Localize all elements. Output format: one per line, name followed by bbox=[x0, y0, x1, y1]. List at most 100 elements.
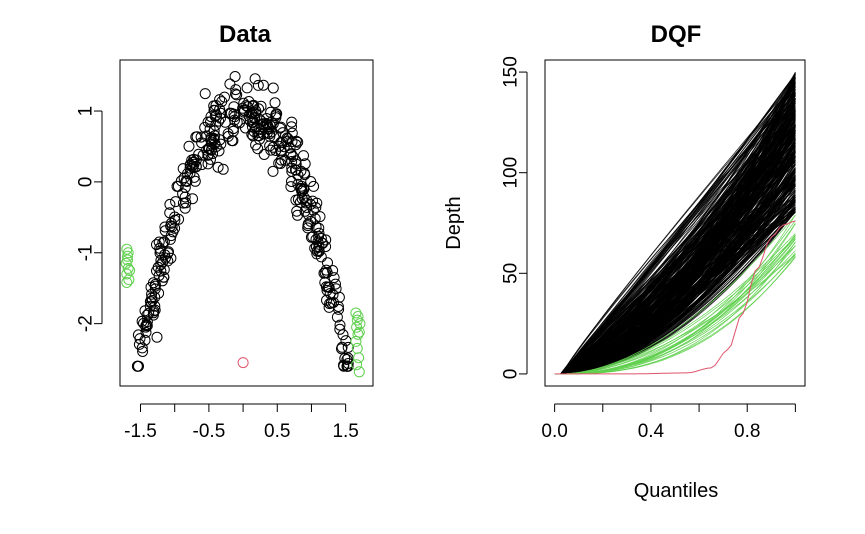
data-point bbox=[219, 116, 231, 128]
data-point bbox=[190, 160, 202, 172]
data-point bbox=[320, 264, 332, 276]
data-point bbox=[238, 106, 250, 118]
dqf-tail-line bbox=[554, 250, 796, 375]
data-point bbox=[164, 207, 176, 219]
data-point bbox=[243, 96, 255, 107]
dqf-outlier-line bbox=[554, 220, 796, 375]
data-point bbox=[327, 265, 339, 276]
data-point bbox=[275, 121, 287, 133]
data-point bbox=[183, 140, 195, 152]
data-point bbox=[177, 163, 189, 175]
data-point bbox=[302, 222, 314, 234]
data-point bbox=[209, 110, 221, 122]
dqf-line bbox=[554, 80, 796, 375]
data-tail-point bbox=[122, 262, 134, 274]
data-point bbox=[244, 115, 256, 127]
data-point bbox=[301, 202, 313, 213]
data-point bbox=[188, 158, 200, 170]
data-point bbox=[334, 323, 346, 335]
data-point bbox=[179, 191, 191, 203]
data-point bbox=[171, 180, 183, 192]
data-point bbox=[170, 196, 182, 208]
data-point bbox=[286, 165, 298, 177]
dqf-line bbox=[554, 150, 796, 375]
data-point bbox=[187, 156, 199, 168]
data-point bbox=[189, 175, 201, 187]
data-x-tick-label: 1.5 bbox=[332, 421, 358, 442]
dqf-line bbox=[554, 124, 796, 375]
data-y-axis: -2 -1 0 1 bbox=[76, 106, 103, 332]
dqf-line bbox=[554, 184, 796, 375]
dqf-tail-line bbox=[554, 241, 796, 375]
dqf-line bbox=[554, 208, 796, 375]
data-point bbox=[157, 237, 169, 249]
dqf-line bbox=[554, 112, 796, 375]
data-point bbox=[249, 73, 261, 85]
data-point bbox=[290, 194, 302, 206]
data-point bbox=[156, 275, 168, 287]
data-point bbox=[311, 245, 323, 257]
data-point bbox=[165, 230, 177, 242]
data-point bbox=[280, 136, 292, 148]
data-point bbox=[292, 178, 304, 190]
data-point bbox=[149, 291, 161, 303]
data-y-tick-label: -2 bbox=[76, 315, 97, 332]
dqf-line bbox=[554, 190, 796, 375]
data-point bbox=[165, 217, 177, 229]
data-point bbox=[212, 161, 224, 173]
data-point bbox=[290, 164, 302, 176]
data-tail-point bbox=[351, 314, 363, 326]
data-point bbox=[197, 149, 209, 161]
data-point bbox=[219, 91, 230, 103]
data-x-axis: -1.5 -0.5 0.5 1.5 bbox=[124, 403, 359, 442]
data-point bbox=[292, 136, 304, 148]
data-point bbox=[253, 123, 265, 135]
data-point bbox=[139, 334, 151, 346]
data-point bbox=[217, 163, 229, 175]
dqf-tail-line bbox=[554, 237, 796, 375]
data-point bbox=[255, 100, 267, 112]
data-tail-point bbox=[123, 274, 135, 286]
data-point bbox=[162, 255, 174, 267]
dqf-y-tick-label: 100 bbox=[501, 157, 522, 189]
data-point bbox=[179, 202, 191, 214]
data-tail-point bbox=[352, 328, 364, 340]
data-point bbox=[246, 121, 258, 133]
data-point bbox=[247, 114, 259, 126]
dqf-y-tick-label: 150 bbox=[501, 56, 522, 88]
data-point bbox=[281, 132, 293, 144]
dqf-y-axis: 0 50 100 150 bbox=[501, 56, 528, 379]
data-tail-point bbox=[352, 311, 364, 322]
data-point bbox=[310, 202, 322, 213]
data-point bbox=[199, 88, 211, 100]
data-point bbox=[264, 130, 276, 142]
data-tail-point bbox=[353, 326, 365, 338]
data-point bbox=[177, 188, 189, 200]
dqf-lines bbox=[554, 71, 796, 375]
data-point bbox=[151, 331, 163, 343]
data-point bbox=[133, 338, 145, 350]
dqf-tail-line bbox=[554, 236, 796, 375]
data-point bbox=[267, 82, 279, 94]
data-point bbox=[252, 143, 264, 155]
data-point bbox=[187, 193, 198, 205]
data-tail-point bbox=[350, 307, 362, 319]
data-point bbox=[258, 149, 270, 160]
data-point bbox=[252, 79, 264, 91]
data-point bbox=[267, 165, 279, 177]
data-point bbox=[265, 116, 277, 128]
dqf-line bbox=[554, 92, 796, 375]
dqf-x-tick-label: 0.4 bbox=[638, 421, 665, 442]
data-point bbox=[312, 236, 324, 248]
data-point bbox=[162, 247, 174, 259]
dqf-x-axis: 0.0 0.4 0.8 bbox=[541, 403, 796, 442]
data-point bbox=[231, 89, 243, 101]
data-point bbox=[138, 317, 149, 329]
dqf-line bbox=[554, 88, 796, 375]
dqf-line bbox=[554, 162, 796, 375]
data-outlier-point bbox=[237, 357, 249, 369]
data-tail-point bbox=[350, 335, 362, 347]
data-point bbox=[175, 175, 187, 187]
data-point bbox=[275, 154, 287, 166]
